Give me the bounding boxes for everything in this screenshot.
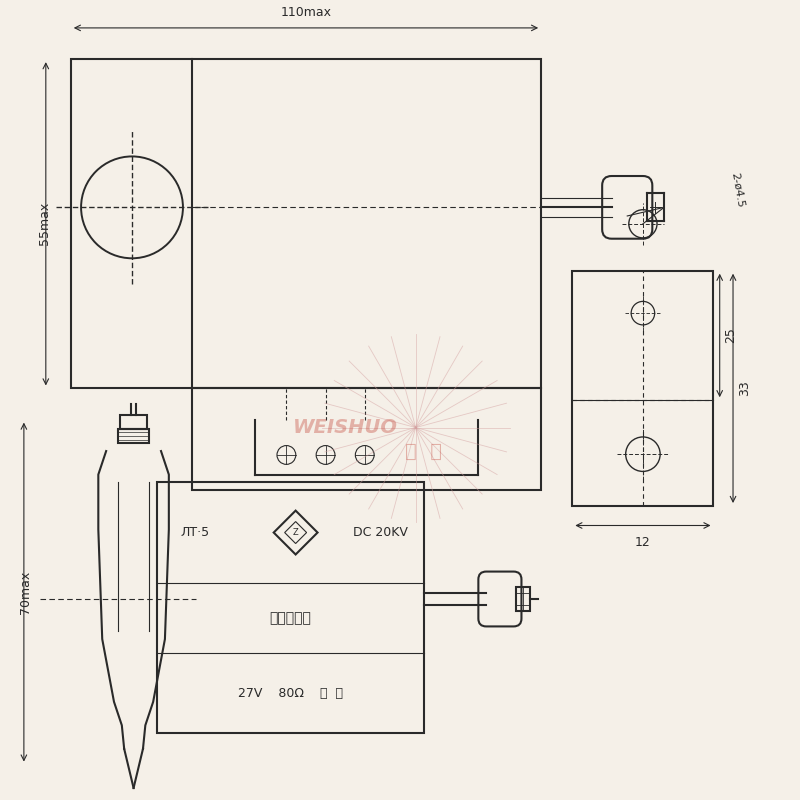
Bar [516,587,530,610]
Text: 12: 12 [635,536,650,549]
Bar [157,482,423,733]
Text: 25: 25 [725,327,738,343]
Bar [192,388,541,490]
Text: 33: 33 [738,381,751,396]
Text: DC 20KV: DC 20KV [353,526,408,539]
Text: Z: Z [293,528,298,537]
Text: 55max: 55max [38,202,51,246]
Bar [118,429,150,443]
Bar [71,59,541,388]
Text: 110max: 110max [281,6,331,18]
Text: 高压继电器: 高压继电器 [270,611,311,625]
Text: 威  硕: 威 硕 [405,442,442,461]
Text: 70max: 70max [18,570,32,614]
Text: WEISHUO: WEISHUO [293,418,398,437]
Text: 27V    80Ω    年  月: 27V 80Ω 年 月 [238,686,342,699]
Bar [120,415,147,429]
Text: ЛТ·5: ЛТ·5 [181,526,210,539]
Text: 2-ø4.5: 2-ø4.5 [729,171,745,208]
Bar [572,271,714,506]
